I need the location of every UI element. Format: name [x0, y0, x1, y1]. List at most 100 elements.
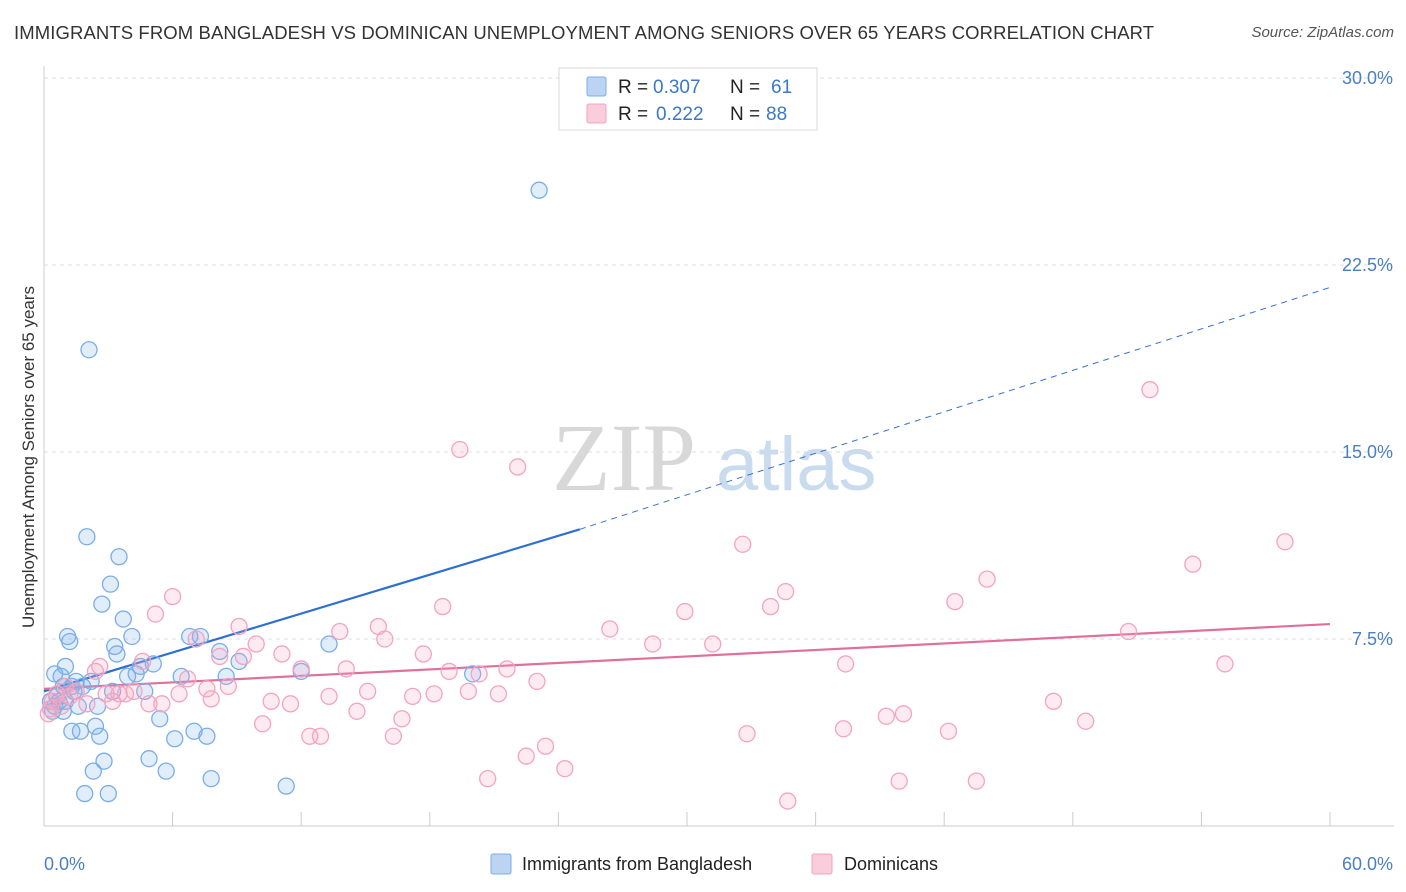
point-series1-56 — [498, 660, 516, 678]
point-series1-52 — [459, 682, 478, 701]
source-label: Source: ZipAtlas.com — [1251, 24, 1394, 41]
point-series1-57 — [509, 458, 527, 476]
point-series1-40 — [348, 702, 366, 720]
point-series1-33 — [281, 695, 300, 713]
point-series1-34 — [292, 660, 310, 678]
point-series1-17 — [146, 605, 165, 623]
point-series1-39 — [337, 660, 355, 678]
point-series1-41 — [358, 682, 377, 701]
point-series1-76 — [939, 722, 958, 740]
point-series1-75 — [894, 705, 913, 723]
point-series1-21 — [178, 670, 197, 688]
point-series1-24 — [202, 690, 220, 708]
point-series1-69 — [776, 582, 795, 601]
point-series1-46 — [404, 687, 422, 705]
point-series0-41 — [151, 710, 169, 728]
axes — [43, 66, 1394, 827]
point-series0-43 — [166, 730, 184, 748]
point-series0-59 — [530, 181, 548, 199]
point-series0-27 — [99, 784, 117, 803]
point-series1-85 — [1184, 555, 1202, 573]
x-tick-label-1: 60.0% — [1342, 854, 1393, 874]
y-tick-label-1: 15.0% — [1342, 442, 1393, 462]
point-series0-33 — [114, 610, 132, 628]
bottom-legend-label-dominicans: Dominicans — [844, 854, 938, 874]
y-axis-label: Unemployment Among Seniors over 65 years — [19, 286, 38, 628]
chart-title: IMMIGRANTS FROM BANGLADESH VS DOMINICAN … — [14, 22, 1155, 43]
point-series1-47 — [414, 645, 433, 663]
point-series0-58 — [464, 665, 482, 683]
point-series1-36 — [311, 727, 330, 745]
point-series1-62 — [601, 620, 619, 638]
x-tick-label-0: 0.0% — [44, 854, 85, 874]
point-series1-55 — [489, 685, 508, 703]
bottom-legend-swatch-dominicans — [811, 853, 833, 875]
point-series1-16 — [140, 695, 158, 713]
stats-legend: R = 0.307 N = 61 R = 0.222 N = 88 — [558, 67, 818, 131]
legend-r-label-1: R = — [618, 77, 648, 98]
point-series0-18 — [78, 528, 96, 546]
point-series1-78 — [967, 772, 985, 790]
point-series0-21 — [84, 762, 102, 780]
point-series0-25 — [93, 595, 111, 613]
point-series1-38 — [331, 622, 349, 641]
point-series1-53 — [470, 665, 488, 683]
point-series1-73 — [877, 707, 895, 725]
point-series1-81 — [1077, 712, 1095, 730]
point-series1-87 — [41, 700, 60, 718]
point-series1-86 — [1216, 655, 1234, 673]
point-series1-29 — [247, 635, 265, 653]
point-series1-66 — [734, 535, 752, 553]
point-series0-35 — [123, 627, 141, 646]
point-series1-83 — [1141, 381, 1159, 399]
point-series1-49 — [434, 597, 452, 616]
point-series1-30 — [253, 715, 272, 733]
point-series0-49 — [202, 769, 220, 788]
point-series1-65 — [704, 635, 722, 653]
legend-n-label-2: N = — [730, 104, 760, 125]
point-series1-74 — [890, 772, 908, 790]
point-series1-58 — [517, 747, 535, 765]
watermark-zip: ZIP — [552, 404, 696, 511]
legend-swatch-dominicans — [586, 103, 607, 124]
point-series1-4 — [56, 677, 75, 696]
point-series0-20 — [82, 672, 100, 691]
point-series0-53 — [277, 777, 295, 795]
point-series1-48 — [425, 685, 443, 703]
point-series1-25 — [211, 647, 229, 666]
point-series0-24 — [91, 727, 109, 745]
point-series1-71 — [834, 720, 853, 738]
point-series1-7 — [78, 695, 96, 713]
point-series1-18 — [153, 695, 171, 713]
point-series1-51 — [451, 440, 469, 459]
point-series1-22 — [187, 630, 205, 648]
point-series0-56 — [63, 722, 81, 740]
point-series1-6 — [67, 682, 85, 701]
legend-swatch-bangladesh — [586, 76, 607, 97]
point-series1-60 — [536, 737, 555, 755]
point-series1-23 — [198, 680, 216, 698]
point-series1-19 — [163, 587, 182, 606]
y-tick-label-0: 7.5% — [1352, 629, 1393, 649]
point-series0-10 — [61, 632, 79, 651]
y-tick-labels: 7.5% 15.0% 22.5% 30.0% — [1342, 68, 1393, 649]
y-tick-label-3: 30.0% — [1342, 68, 1393, 88]
point-series0-39 — [140, 750, 158, 768]
point-series1-37 — [320, 687, 338, 705]
point-series1-44 — [384, 727, 403, 745]
point-series1-54 — [479, 769, 497, 788]
point-series1-26 — [219, 677, 237, 696]
point-series1-9 — [91, 657, 109, 676]
point-series1-68 — [761, 597, 780, 616]
point-series1-64 — [676, 602, 694, 621]
point-series1-50 — [440, 662, 458, 681]
point-series1-61 — [556, 760, 574, 778]
legend-n-value-1: 61 — [771, 77, 792, 98]
point-series1-84 — [1276, 533, 1294, 551]
series-legend: Immigrants from Bangladesh Dominicans — [490, 853, 938, 875]
gridlines — [44, 77, 1394, 640]
bottom-legend-swatch-bangladesh — [490, 853, 512, 875]
legend-n-label-1: N = — [730, 77, 760, 98]
point-series1-43 — [376, 630, 394, 648]
